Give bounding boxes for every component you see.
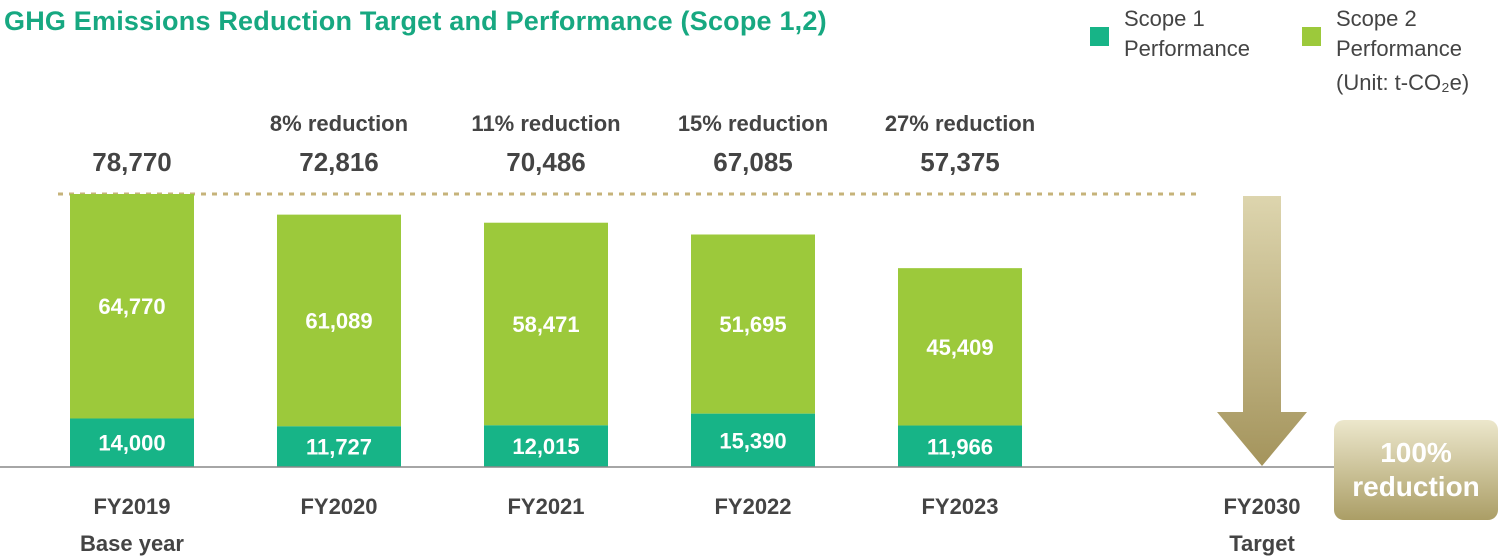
bar-scope2-FY2022: [691, 234, 815, 414]
total-label-FY2022: 67,085: [713, 147, 793, 177]
value-label-scope2-FY2021: 58,471: [512, 312, 579, 337]
chart-title: GHG Emissions Reduction Target and Perfo…: [4, 6, 827, 36]
bar-scope1-FY2020: [277, 426, 401, 467]
legend-scope1-label: Scope 1 Performance: [1124, 4, 1250, 64]
value-label-scope1-FY2023: 11,966: [927, 434, 993, 459]
value-label-scope1-FY2020: 11,727: [306, 435, 372, 460]
x-tick-sublabel-FY2019: Base year: [80, 531, 184, 556]
value-label-scope1-FY2021: 12,015: [512, 434, 579, 459]
target-arrow: [1217, 196, 1307, 466]
total-label-FY2021: 70,486: [506, 147, 586, 177]
legend-scope2-line1: Scope 2: [1336, 6, 1417, 31]
x-tick-label-target: FY2030: [1223, 494, 1300, 519]
x-tick-sublabel-target: Target: [1229, 531, 1295, 556]
bar-scope2-FY2019: [70, 194, 194, 419]
reduction-label-FY2021: 11% reduction: [471, 111, 620, 136]
reduction-label-FY2020: 8% reduction: [270, 111, 408, 136]
target-box-line2: reduction: [1352, 471, 1480, 502]
legend-scope2-swatch: [1302, 27, 1321, 46]
bar-scope1-FY2022: [691, 413, 815, 467]
total-label-FY2020: 72,816: [299, 147, 379, 177]
value-label-scope2-FY2019: 64,770: [98, 294, 165, 319]
bar-scope1-FY2023: [898, 425, 1022, 467]
value-label-scope2-FY2020: 61,089: [305, 308, 372, 333]
target-reduction-box: 100% reduction: [1334, 420, 1498, 520]
x-tick-label-FY2022: FY2022: [714, 494, 791, 519]
bar-scope2-FY2021: [484, 222, 608, 426]
bar-scope2-FY2020: [277, 214, 401, 427]
total-label-FY2019: 78,770: [92, 147, 172, 177]
total-label-FY2023: 57,375: [920, 147, 1000, 177]
x-tick-label-FY2020: FY2020: [300, 494, 377, 519]
legend-scope2-label: Scope 2 Performance: [1336, 4, 1462, 64]
legend-scope1-line2: Performance: [1124, 36, 1250, 61]
bar-scope1-FY2021: [484, 425, 608, 467]
x-tick-label-FY2023: FY2023: [921, 494, 998, 519]
value-label-scope1-FY2019: 14,000: [98, 431, 165, 456]
x-tick-label-FY2019: FY2019: [93, 494, 170, 519]
legend-scope2-line2: Performance: [1336, 36, 1462, 61]
target-box-line1: 100%: [1380, 437, 1452, 468]
bar-scope1-FY2019: [70, 418, 194, 467]
value-label-scope2-FY2023: 45,409: [926, 335, 993, 360]
value-label-scope1-FY2022: 15,390: [719, 428, 786, 453]
reduction-label-FY2023: 27% reduction: [885, 111, 1035, 136]
value-label-scope2-FY2022: 51,695: [719, 312, 786, 337]
legend-scope1-line1: Scope 1: [1124, 6, 1205, 31]
bar-scope2-FY2023: [898, 268, 1022, 426]
legend-scope1-swatch: [1090, 27, 1109, 46]
reduction-label-FY2022: 15% reduction: [678, 111, 828, 136]
x-tick-label-FY2021: FY2021: [507, 494, 584, 519]
unit-label: (Unit: t-CO₂e): [1336, 70, 1470, 95]
